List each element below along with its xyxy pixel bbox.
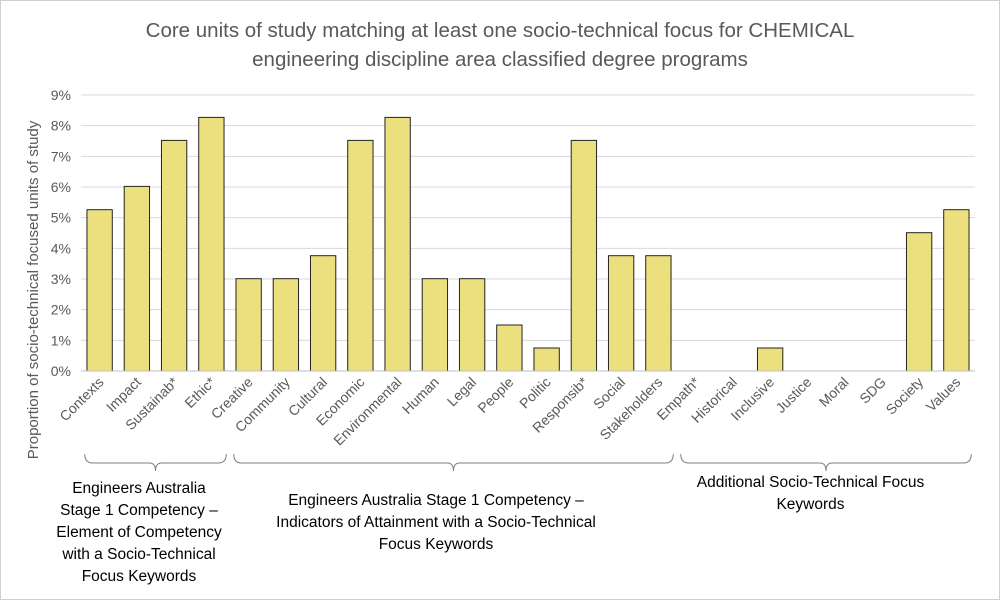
y-tick-label: 0% (51, 363, 71, 379)
bar-stakeholders (645, 255, 672, 372)
bar-creative (235, 278, 262, 372)
bar-people (496, 324, 523, 372)
group-brace-3 (680, 453, 972, 472)
bar-environmental (384, 116, 411, 372)
chart-title-line-2: engineering discipline area classified d… (252, 48, 748, 71)
group-brace-1 (84, 453, 227, 472)
y-axis-label: Proportion of socio-technical focused un… (25, 120, 42, 459)
x-tick-label: Values (923, 374, 964, 415)
y-tick-label: 1% (51, 332, 71, 348)
group-label-indicators-of-attainment: Engineers Australia Stage 1 Competency –… (276, 492, 596, 553)
x-tick-label: Moral (816, 374, 852, 410)
x-tick-label: Contexts (56, 374, 106, 424)
group-brace-2 (233, 453, 674, 472)
x-tick-label: Society (882, 374, 926, 418)
bar-cultural (309, 255, 337, 372)
y-tick-label: 3% (51, 271, 71, 287)
x-tick-label: People (474, 374, 516, 416)
y-tick-label: 5% (51, 210, 71, 226)
group-braces (84, 453, 972, 472)
y-tick-label: 2% (51, 302, 71, 318)
y-tick-label: 4% (51, 240, 71, 256)
bar-values (943, 209, 970, 372)
x-tick-label: Justice (772, 374, 814, 416)
bar-community (272, 278, 300, 372)
bar-social (607, 255, 635, 372)
y-tick-labels: 0% 1% 2% 3% 4% 5% 6% 7% 8% 9% (51, 87, 71, 379)
x-tick-label: Human (399, 374, 442, 417)
bar-impact (123, 185, 151, 372)
gridlines (81, 94, 975, 341)
x-tick-label: SDG (856, 374, 889, 407)
bars (86, 116, 970, 372)
y-tick-label: 7% (51, 148, 71, 164)
group-label-element-of-competency: Engineers Australia Stage 1 Competency –… (56, 480, 222, 585)
bar-economic (347, 139, 374, 372)
bar-society (905, 232, 933, 372)
group-label-additional-keywords: Additional Socio-Technical Focus Keyword… (696, 474, 925, 513)
bar-legal (458, 278, 486, 372)
bar-ethic (198, 116, 225, 372)
y-tick-label: 8% (51, 118, 71, 134)
bar-politic (533, 347, 560, 372)
y-tick-label: 9% (51, 87, 71, 103)
bar-contexts (86, 209, 113, 372)
y-tick-label: 6% (51, 179, 71, 195)
bar-sustainab (160, 139, 188, 372)
bar-responsib (570, 139, 598, 372)
chart-title-line-1: Core units of study matching at least on… (146, 19, 855, 42)
bar-inclusive (756, 347, 784, 372)
bar-human (421, 278, 449, 372)
